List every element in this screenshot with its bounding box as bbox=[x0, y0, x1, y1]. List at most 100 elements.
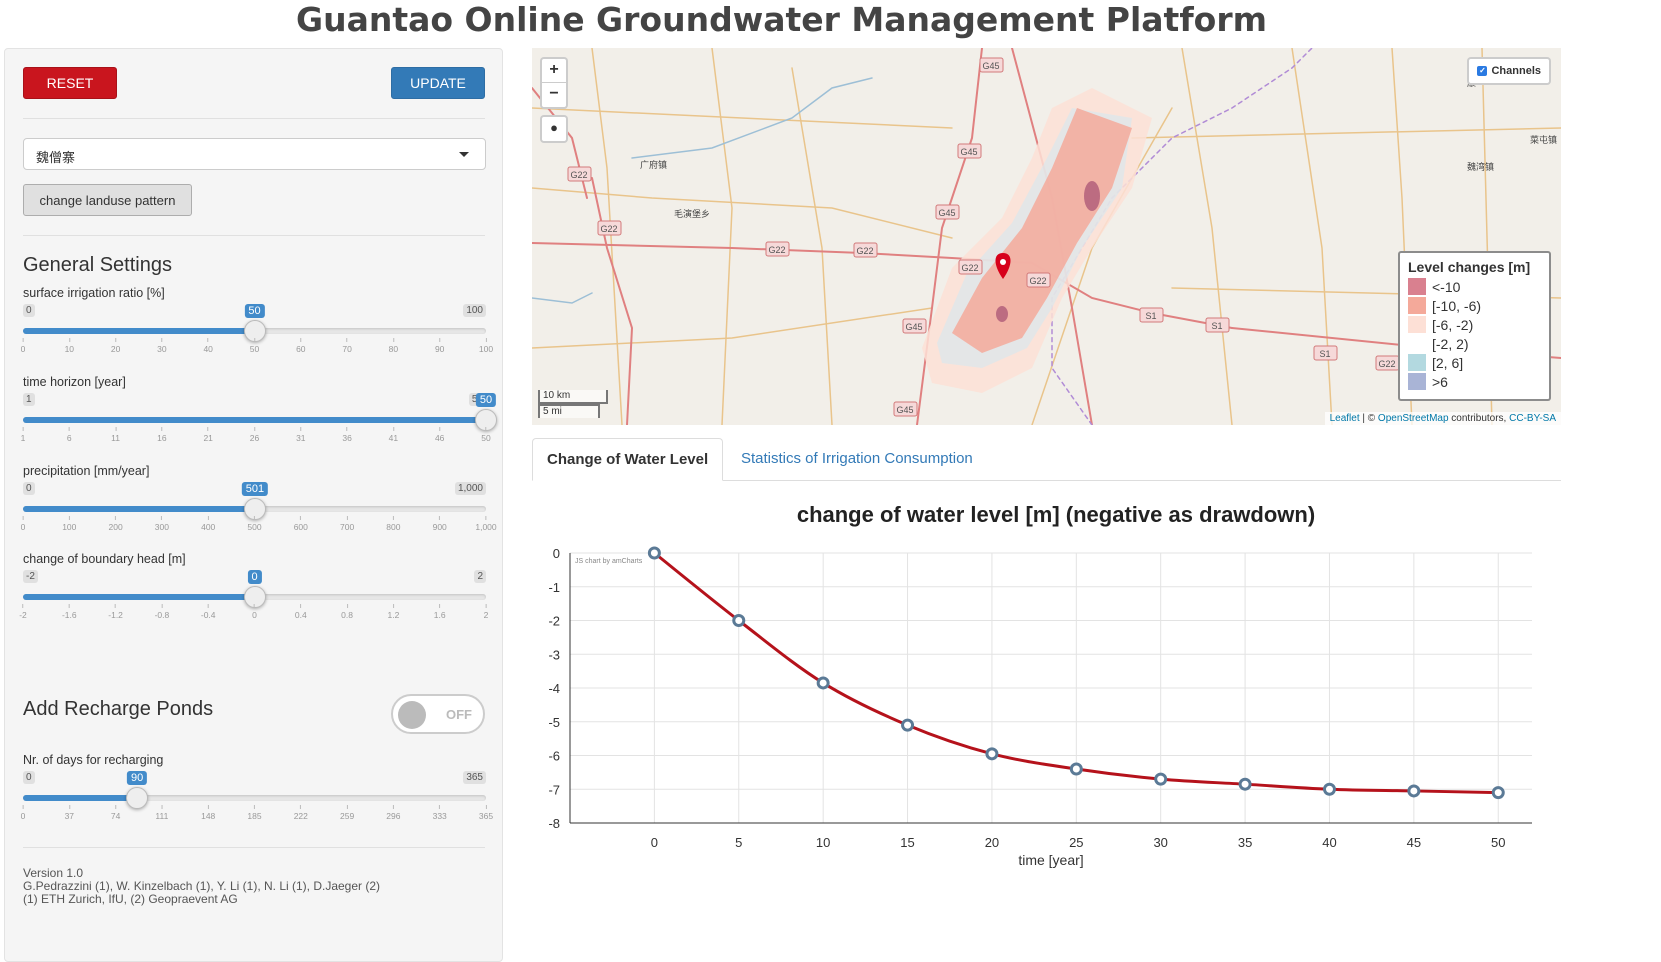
slider-track[interactable] bbox=[23, 795, 486, 801]
chart-title: change of water level [m] (negative as d… bbox=[796, 502, 1316, 527]
y-tick-label: -2 bbox=[548, 614, 560, 629]
slider-tick: 26 bbox=[250, 427, 259, 443]
footer: Version 1.0 G.Pedrazzini (1), W. Kinzelb… bbox=[23, 867, 380, 906]
data-point bbox=[816, 676, 830, 690]
slider-min-label: 0 bbox=[23, 482, 35, 495]
slider-ticks: 0 10 20 30 40 50 60 70 80 90 100 bbox=[21, 338, 493, 358]
slider-fill bbox=[23, 417, 486, 423]
slider-ticks: 1 6 11 16 21 26 31 36 41 46 50 bbox=[21, 427, 491, 447]
divider bbox=[23, 118, 485, 119]
slider-handle[interactable] bbox=[126, 787, 149, 809]
slider-tick: 80 bbox=[389, 338, 398, 354]
x-tick-label: 35 bbox=[1238, 835, 1252, 850]
x-tick-label: 45 bbox=[1407, 835, 1421, 850]
slider-tick: 600 bbox=[294, 516, 308, 532]
data-point bbox=[732, 614, 746, 627]
zoom-in-button[interactable]: + bbox=[542, 59, 566, 83]
leaflet-link[interactable]: Leaflet bbox=[1329, 413, 1360, 424]
x-tick-label: 15 bbox=[900, 835, 914, 850]
data-point bbox=[1154, 772, 1168, 786]
data-point bbox=[647, 546, 661, 560]
update-button[interactable]: UPDATE bbox=[391, 67, 485, 99]
slider-tick: 400 bbox=[201, 516, 215, 532]
zoom-out-button[interactable]: − bbox=[549, 85, 559, 102]
svg-text:G22: G22 bbox=[570, 170, 587, 180]
tab-irrigation-statistics[interactable]: Statistics of Irrigation Consumption bbox=[741, 450, 973, 467]
legend-label: [-10, -6) bbox=[1432, 297, 1482, 314]
road-shield: S1 bbox=[1139, 307, 1164, 323]
data-point bbox=[1491, 786, 1505, 800]
tab-change-of-water-level[interactable]: Change of Water Level bbox=[532, 438, 724, 481]
slider-fill bbox=[23, 795, 138, 801]
slider-tick: 0 bbox=[21, 516, 25, 532]
legend-title: Level changes [m] bbox=[1408, 259, 1531, 275]
channels-layer-control[interactable]: ✓ Channels bbox=[1467, 57, 1551, 85]
road-shield: G22 bbox=[958, 259, 983, 275]
authors-text: G.Pedrazzini (1), W. Kinzelbach (1), Y. … bbox=[23, 879, 381, 893]
surface-irrigation-slider[interactable]: 0 100 50 0 10 20 30 40 50 60 70 80 90 100 bbox=[21, 304, 493, 374]
globe-icon[interactable]: ● bbox=[540, 115, 568, 143]
data-point bbox=[985, 747, 999, 761]
legend-swatch bbox=[1408, 335, 1426, 352]
slider-tick: 700 bbox=[340, 516, 354, 532]
slider-tick: -0.4 bbox=[201, 604, 216, 620]
slider-ticks: -2 -1.6 -1.2 -0.8 -0.4 0 0.4 0.8 1.2 1.6 2 bbox=[19, 604, 488, 624]
precipitation-slider[interactable]: 0 1,000 501 0 100 200 300 400 500 600 700 800 900 1,0… bbox=[21, 482, 497, 552]
road-shield: S1 bbox=[1205, 317, 1230, 333]
zoom-control: + − bbox=[540, 57, 568, 109]
map-view[interactable]: G45 G45 G45 G45 G45 G22 G22 G22 G22 G22 G22 S1 S1 S1 G… bbox=[532, 48, 1561, 425]
affiliations-text: (1) ETH Zurich, IfU, (2) Geopraevent AG bbox=[23, 892, 238, 906]
slider-tick: -1.6 bbox=[62, 604, 77, 620]
level-changes-legend: Level changes [m] <-10 [-10, -6) [-6, -2) [… bbox=[1398, 251, 1551, 401]
x-tick-label: 0 bbox=[651, 835, 658, 850]
boundary-head-slider[interactable]: -2 2 0 -2 -1.6 -1.2 -0.8 -0.4 0 0.4 0.8 1.2 1.6 2 bbox=[19, 570, 488, 640]
slider-max-label: 365 bbox=[463, 771, 486, 784]
svg-text:G22: G22 bbox=[961, 263, 978, 273]
svg-text:G45: G45 bbox=[938, 208, 955, 218]
slider-tick: 333 bbox=[433, 805, 447, 821]
slider-max-label: 2 bbox=[474, 570, 486, 583]
sidebar-panel: RESET UPDATE 魏僧寨 change landuse pattern … bbox=[4, 48, 503, 962]
road-shield: G22 bbox=[597, 220, 622, 236]
slider-fill bbox=[23, 328, 255, 334]
slider-label: surface irrigation ratio [%] bbox=[23, 286, 165, 300]
slider-min-label: -2 bbox=[23, 570, 38, 583]
map-attribution: Leaflet | © OpenStreetMap contributors, … bbox=[1324, 412, 1561, 425]
recharge-ponds-toggle[interactable]: OFF bbox=[391, 694, 485, 734]
slider-tick: 300 bbox=[155, 516, 169, 532]
recharge-days-slider[interactable]: 0 365 90 0 37 74 111 148 185 222 259 296 333 365 bbox=[21, 771, 493, 841]
legend-label: >6 bbox=[1432, 373, 1448, 390]
slider-tick: 2 bbox=[484, 604, 488, 620]
reset-button[interactable]: RESET bbox=[23, 67, 117, 99]
cc-link[interactable]: CC-BY-SA bbox=[1509, 413, 1556, 424]
slider-tick: 800 bbox=[386, 516, 400, 532]
slider-tick: 0 bbox=[252, 604, 257, 620]
slider-tick: 11 bbox=[111, 427, 120, 443]
svg-text:S1: S1 bbox=[1319, 349, 1330, 359]
slider-tick: 1.2 bbox=[387, 604, 399, 620]
slider-tick: 148 bbox=[201, 805, 215, 821]
village-select[interactable]: 魏僧寨 bbox=[23, 138, 486, 170]
svg-text:G22: G22 bbox=[600, 224, 617, 234]
data-point bbox=[1407, 784, 1421, 798]
slider-tick: 21 bbox=[203, 427, 213, 443]
time-horizon-slider[interactable]: 1505016111621263136414650 bbox=[21, 393, 497, 463]
change-landuse-button[interactable]: change landuse pattern bbox=[23, 184, 192, 216]
slider-tick: 16 bbox=[157, 427, 167, 443]
slider-ticks: 0 37 74 111 148 185 222 259 296 333 365 bbox=[21, 805, 493, 825]
slider-tick: 20 bbox=[111, 338, 120, 354]
y-tick-label: -1 bbox=[548, 580, 560, 595]
svg-text:G45: G45 bbox=[905, 322, 922, 332]
legend-row: [-6, -2) bbox=[1408, 315, 1541, 334]
slider-tick: 50 bbox=[250, 338, 259, 354]
slider-tick: 1 bbox=[21, 427, 25, 443]
legend-label: [-6, -2) bbox=[1432, 316, 1474, 333]
slider-fill bbox=[23, 594, 255, 600]
svg-text:G22: G22 bbox=[1378, 359, 1395, 369]
osm-link[interactable]: OpenStreetMap bbox=[1377, 413, 1449, 424]
chart-credit: JS chart by amCharts bbox=[575, 558, 643, 565]
x-tick-label: 30 bbox=[1153, 835, 1167, 850]
checkbox-checked-icon[interactable]: ✓ bbox=[1477, 66, 1488, 76]
legend-swatch bbox=[1408, 278, 1426, 295]
road-shield: G22 bbox=[1375, 355, 1400, 371]
